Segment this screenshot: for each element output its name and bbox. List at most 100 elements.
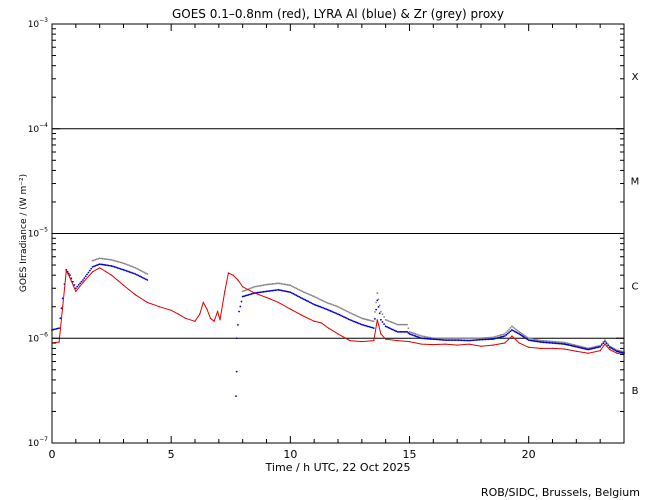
series-point: [337, 313, 339, 316]
series-point: [73, 284, 76, 286]
series-point: [290, 292, 293, 294]
y-tick-label: 10−7: [28, 436, 48, 449]
series-point: [576, 346, 578, 348]
series-point: [295, 287, 298, 290]
series-point: [553, 340, 555, 343]
series-point: [489, 338, 491, 341]
series-point: [393, 322, 396, 325]
series-point: [322, 307, 325, 309]
series-point: [564, 341, 567, 344]
series-point: [404, 330, 407, 333]
series-point: [60, 307, 63, 310]
series-point: [556, 342, 558, 345]
series-point: [353, 320, 356, 323]
series-point: [265, 283, 268, 286]
series-point: [451, 337, 454, 340]
series-point: [389, 327, 392, 330]
series-point: [335, 312, 338, 315]
series-point: [299, 296, 302, 299]
series-point: [570, 343, 573, 346]
series-point: [243, 289, 246, 292]
series-point: [447, 339, 450, 342]
series-point: [334, 311, 336, 314]
series-point: [511, 325, 513, 328]
series-point: [604, 339, 606, 342]
series-point: [439, 337, 442, 340]
series-point: [276, 289, 278, 291]
series-point: [513, 330, 516, 333]
series-point: [304, 291, 307, 294]
series-point: [320, 306, 323, 309]
series-point: [587, 348, 590, 351]
series-point: [528, 346, 530, 348]
series-point: [433, 338, 436, 341]
series-point: [58, 327, 61, 329]
series-point: [281, 289, 284, 292]
series-point: [99, 267, 101, 269]
series-point: [396, 339, 399, 342]
series-point: [242, 286, 244, 288]
series-point: [520, 332, 523, 335]
series-point: [416, 333, 418, 336]
series-point: [74, 287, 77, 290]
series-point: [262, 284, 265, 287]
series-point: [557, 341, 560, 343]
series-point: [363, 324, 366, 327]
series-point: [413, 334, 415, 337]
series-point: [316, 304, 319, 307]
series-point: [344, 316, 347, 319]
series-point: [454, 339, 457, 342]
series-point: [241, 295, 244, 298]
series-point: [389, 320, 392, 323]
series-point: [574, 345, 577, 348]
series-point: [560, 342, 563, 345]
flare-class-label-c: C: [632, 281, 639, 292]
series-point: [376, 299, 379, 302]
series-point: [399, 323, 402, 326]
series-point: [286, 283, 289, 286]
series-point: [52, 328, 55, 331]
series-point: [398, 323, 400, 326]
series-point: [614, 349, 617, 352]
series-point: [354, 314, 357, 317]
series-point: [393, 329, 396, 332]
series-point: [444, 339, 447, 342]
series-point: [209, 317, 212, 319]
series-point: [138, 275, 141, 278]
series-point: [539, 341, 542, 343]
series-point: [578, 346, 581, 349]
series-point: [106, 264, 109, 267]
series-point: [486, 338, 488, 341]
series-point: [249, 287, 252, 290]
series-point: [368, 325, 371, 328]
series-point: [392, 328, 395, 331]
series-point: [432, 343, 434, 346]
series-point: [456, 337, 459, 340]
series-point: [466, 339, 469, 342]
series-point: [432, 338, 435, 341]
series-point: [125, 269, 128, 272]
series-point: [475, 339, 478, 341]
series-point: [408, 330, 411, 333]
series-point: [289, 308, 291, 310]
series-point: [535, 340, 538, 343]
series-point: [261, 291, 263, 293]
series-point: [249, 293, 252, 296]
series-point: [472, 337, 475, 340]
series-point: [560, 341, 563, 344]
series-point: [413, 332, 415, 335]
series-point: [538, 339, 540, 342]
series-point: [563, 341, 566, 344]
series-point: [264, 283, 266, 286]
series-point: [93, 265, 95, 268]
series-point: [237, 323, 239, 326]
series-point: [244, 289, 247, 292]
series-point: [609, 348, 611, 351]
series-point: [526, 338, 529, 341]
series-point: [146, 301, 148, 303]
series-point: [363, 318, 366, 320]
series-point: [98, 263, 101, 266]
series-point: [347, 318, 350, 320]
series-point: [569, 344, 571, 347]
series-point: [459, 337, 462, 340]
